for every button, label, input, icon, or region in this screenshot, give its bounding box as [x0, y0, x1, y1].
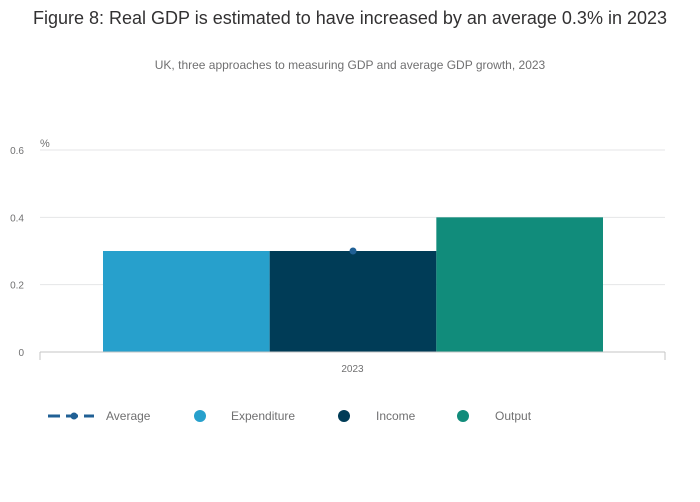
- legend-label-income: Income: [376, 409, 416, 423]
- average-line-dot-icon: [48, 412, 94, 420]
- average-marker: [349, 247, 357, 255]
- chart-legend: Average Expenditure Income Output: [0, 404, 700, 428]
- legend-item-output[interactable]: Output: [457, 404, 531, 428]
- expenditure-circle-icon: [194, 410, 206, 422]
- y-tick-label: 0: [18, 348, 24, 359]
- legend-label-expenditure: Expenditure: [231, 409, 296, 423]
- legend-item-income[interactable]: Income: [338, 404, 415, 428]
- bar-income: [269, 251, 437, 352]
- bar-output: [436, 217, 603, 352]
- chart-title: Figure 8: Real GDP is estimated to have …: [32, 8, 668, 28]
- x-tick-label: 2023: [341, 364, 364, 375]
- legend-label-average: Average: [106, 409, 151, 423]
- legend-label-output: Output: [495, 409, 532, 423]
- bar-expenditure: [103, 251, 270, 352]
- chart-subtitle: UK, three approaches to measuring GDP an…: [154, 58, 546, 72]
- legend-item-average[interactable]: Average: [48, 404, 150, 428]
- y-tick-label: 0.2: [10, 281, 24, 292]
- legend-item-expenditure[interactable]: Expenditure: [194, 404, 295, 428]
- output-circle-icon: [457, 410, 469, 422]
- y-tick-label: 0.4: [10, 213, 24, 224]
- income-circle-icon: [338, 410, 350, 422]
- chart-plot-area: 0 0.2 0.4 0.6% 2023: [10, 138, 666, 375]
- y-unit-label: %: [40, 138, 50, 150]
- y-tick-label: 0.6: [10, 146, 24, 157]
